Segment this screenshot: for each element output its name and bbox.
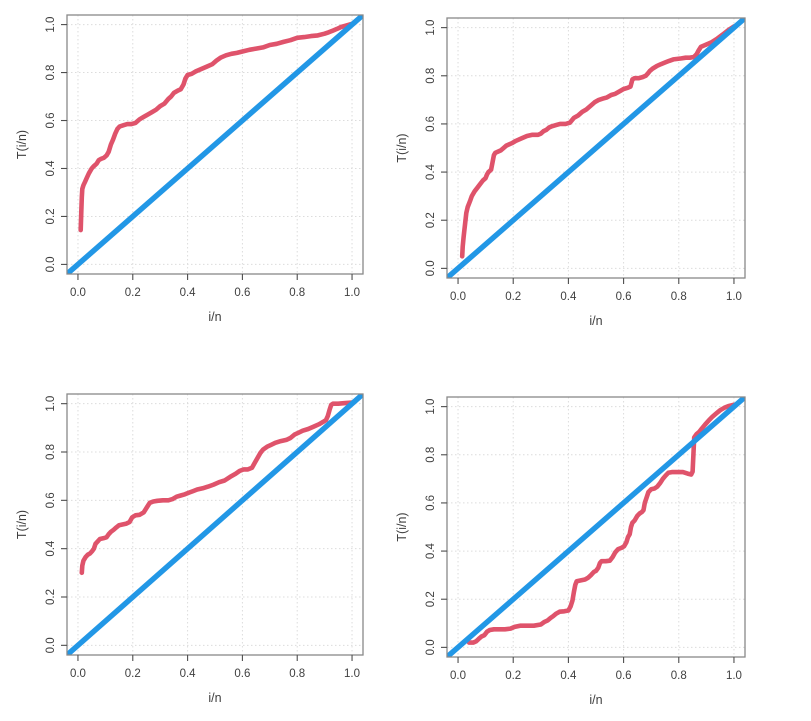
x-tick-label: 0.0	[70, 287, 86, 299]
y-tick-label: 0.8	[425, 447, 437, 463]
y-tick-label: 0.8	[425, 68, 437, 84]
y-tick-label: 0.6	[45, 492, 57, 508]
x-tick-label: 0.2	[505, 670, 521, 682]
panel-bottom-left: 0.0 0.2 0.4 0.6 0.8 1.0 0.0 0.2 0.4 0.6 0.8 1.0 i/n T…	[15, 393, 364, 705]
y-tick-label: 0.2	[425, 212, 437, 228]
y-tick-label: 0.6	[425, 495, 437, 511]
y-tick-label: 0.8	[45, 444, 57, 460]
y-tick-label: 0.8	[45, 65, 57, 81]
y-tick-label: 0.2	[45, 589, 57, 605]
y-tick-label: 0.4	[425, 163, 437, 180]
x-tick-label: 0.4	[560, 670, 577, 682]
x-tick-label: 0.6	[234, 668, 250, 680]
empirical-curve	[466, 402, 737, 645]
x-tick-label: 0.8	[289, 668, 305, 680]
diagonal-reference	[67, 394, 363, 655]
empirical-curve	[79, 400, 355, 576]
panel-bottom-right: 0.0 0.2 0.4 0.6 0.8 1.0 0.0 0.2 0.4 0.6 0.8 1.0 i/n T…	[395, 396, 746, 707]
x-axis-title: i/n	[208, 310, 221, 324]
x-tick-label: 0.0	[450, 291, 466, 303]
y-tick-label: 0.0	[45, 637, 57, 653]
panel-top-right: 0.0 0.2 0.4 0.6 0.8 1.0 0.0 0.2 0.4 0.6 0.8 1.0 i/n T…	[395, 17, 746, 328]
empirical-curve	[459, 24, 737, 259]
x-axis-title: i/n	[589, 314, 602, 328]
x-tick-label: 0.6	[234, 287, 250, 299]
x-tick-label: 0.8	[289, 287, 305, 299]
grid-lines	[447, 397, 745, 657]
plot-box	[66, 14, 364, 275]
x-tick-label: 0.2	[125, 668, 141, 680]
grid-lines	[67, 15, 363, 274]
x-tick-label: 0.4	[560, 291, 577, 303]
diagonal-reference	[447, 397, 745, 657]
y-tick-label: 0.6	[45, 113, 57, 129]
x-tick-label: 0.8	[671, 291, 687, 303]
y-tick-label: 0.4	[45, 160, 57, 177]
plot-box	[66, 393, 364, 656]
x-tick-label: 0.2	[505, 291, 521, 303]
x-tick-label: 0.8	[671, 670, 687, 682]
y-tick-label: 1.0	[425, 20, 437, 36]
x-tick-label: 1.0	[344, 668, 360, 680]
x-axis-title: i/n	[208, 691, 221, 705]
y-tick-label: 0.0	[45, 256, 57, 272]
x-axis-title: i/n	[589, 693, 602, 707]
x-tick-label: 0.0	[450, 670, 466, 682]
x-tick-label: 0.2	[125, 287, 141, 299]
y-tick-label: 0.4	[425, 542, 437, 559]
grid-lines	[67, 394, 363, 655]
x-tick-label: 1.0	[726, 670, 742, 682]
y-tick-label: 0.2	[45, 208, 57, 224]
y-axis-title: T(i/n)	[15, 510, 29, 539]
x-tick-label: 0.6	[616, 291, 632, 303]
x-tick-label: 0.0	[70, 668, 86, 680]
y-tick-label: 1.0	[45, 17, 57, 33]
plot-box	[446, 396, 746, 658]
diagonal-reference	[67, 15, 363, 274]
y-tick-label: 0.0	[425, 260, 437, 276]
y-tick-label: 0.0	[425, 639, 437, 655]
x-tick-label: 0.4	[180, 668, 197, 680]
plot-box	[446, 17, 746, 279]
x-tick-label: 0.4	[180, 287, 197, 299]
y-tick-label: 1.0	[45, 396, 57, 412]
x-tick-label: 1.0	[726, 291, 742, 303]
x-tick-label: 0.6	[616, 670, 632, 682]
y-tick-label: 1.0	[425, 399, 437, 415]
y-axis-title: T(i/n)	[395, 512, 409, 541]
y-tick-label: 0.6	[425, 116, 437, 132]
grid-lines	[447, 18, 745, 278]
diagonal-reference	[447, 18, 745, 278]
y-axis-title: T(i/n)	[395, 133, 409, 162]
y-tick-label: 0.4	[45, 540, 57, 557]
empirical-curve	[78, 21, 355, 233]
x-tick-label: 1.0	[344, 287, 360, 299]
panel-top-left: 0.0 0.2 0.4 0.6 0.8 1.0 0.0 0.2 0.4 0.6 0.8 1.0 i/n T…	[15, 14, 364, 324]
y-axis-title: T(i/n)	[15, 130, 29, 159]
y-tick-label: 0.2	[425, 591, 437, 607]
